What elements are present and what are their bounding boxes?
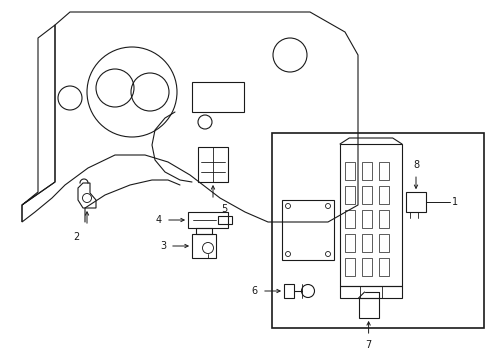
Circle shape [285, 252, 290, 256]
Circle shape [285, 203, 290, 208]
Bar [378, 162, 388, 180]
Bar [378, 186, 388, 204]
Bar [271, 133, 483, 328]
Bar [345, 186, 354, 204]
Bar [361, 162, 371, 180]
Bar [405, 192, 425, 212]
Bar [345, 234, 354, 252]
Text: 3: 3 [160, 241, 165, 251]
Bar [361, 234, 371, 252]
Bar [358, 298, 378, 318]
Bar [284, 284, 293, 298]
Bar [196, 228, 212, 234]
Text: 4: 4 [156, 215, 162, 225]
Bar [192, 234, 216, 258]
Bar [187, 212, 227, 228]
Bar [378, 234, 388, 252]
Bar [192, 82, 244, 112]
Text: 7: 7 [365, 340, 371, 350]
Circle shape [325, 203, 330, 208]
Bar [339, 286, 401, 298]
Bar [361, 258, 371, 276]
Bar [361, 186, 371, 204]
Bar [378, 210, 388, 228]
Text: 8: 8 [412, 160, 418, 170]
Bar [378, 258, 388, 276]
Bar [339, 144, 401, 286]
Bar [218, 216, 231, 224]
Bar [345, 258, 354, 276]
Text: 1: 1 [451, 197, 457, 207]
Text: 5: 5 [221, 204, 227, 214]
Bar [361, 210, 371, 228]
Text: 2: 2 [73, 232, 79, 242]
Bar [282, 200, 333, 260]
Bar [198, 147, 227, 182]
Bar [345, 210, 354, 228]
Text: 6: 6 [251, 286, 258, 296]
Circle shape [325, 252, 330, 256]
Bar [345, 162, 354, 180]
